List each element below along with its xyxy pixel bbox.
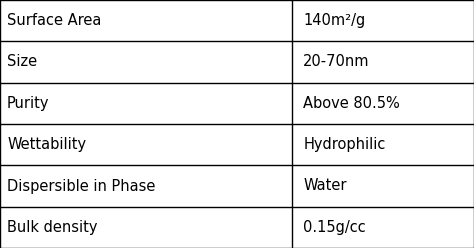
Text: Purity: Purity bbox=[7, 96, 50, 111]
Text: Hydrophilic: Hydrophilic bbox=[303, 137, 386, 152]
Text: Size: Size bbox=[7, 55, 37, 69]
Text: 20-70nm: 20-70nm bbox=[303, 55, 370, 69]
Text: Water: Water bbox=[303, 179, 347, 193]
Text: Wettability: Wettability bbox=[7, 137, 86, 152]
Text: Above 80.5%: Above 80.5% bbox=[303, 96, 400, 111]
Text: 140m²/g: 140m²/g bbox=[303, 13, 365, 28]
Text: Surface Area: Surface Area bbox=[7, 13, 101, 28]
Text: Dispersible in Phase: Dispersible in Phase bbox=[7, 179, 155, 193]
Text: 0.15g/cc: 0.15g/cc bbox=[303, 220, 366, 235]
Text: Bulk density: Bulk density bbox=[7, 220, 98, 235]
